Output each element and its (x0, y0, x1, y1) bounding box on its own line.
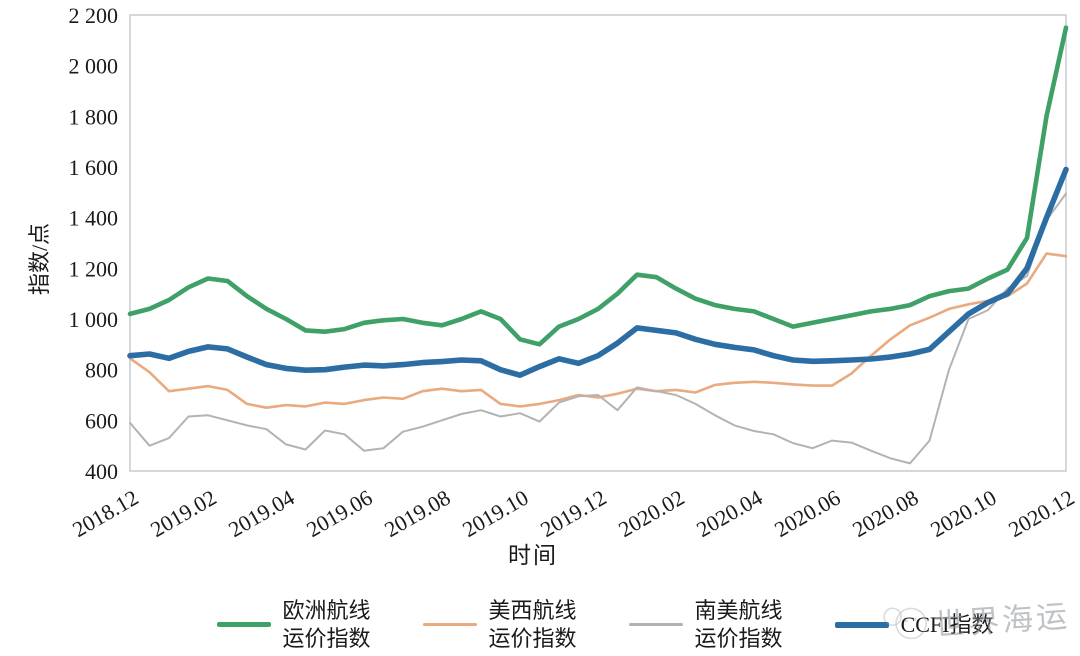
x-axis-tick-label: 2019.02 (146, 485, 220, 542)
x-axis-tick-label: 2019.04 (224, 485, 298, 542)
legend-swatch (628, 623, 683, 626)
legend-label: CCFI指数 (900, 611, 994, 637)
legend: 欧洲航线 运价指数 美西航线 运价指数 南美航线 运价指数 CCFI指数 (140, 597, 1070, 652)
x-axis-tick-label: 2020.06 (770, 485, 844, 542)
y-axis-tick-label: 1 600 (69, 155, 119, 180)
legend-label: 南美航线 运价指数 (694, 598, 783, 651)
legend-label: 欧洲航线 运价指数 (282, 598, 371, 651)
x-axis-title: 时间 (508, 543, 558, 568)
y-axis-tick-label: 2 000 (69, 54, 119, 79)
x-axis-tick-label: 2020.04 (692, 485, 766, 542)
series-line-南美航线运价指数 (129, 192, 1067, 465)
y-axis-tick-label: 2 200 (69, 3, 119, 28)
legend-swatch (422, 623, 477, 626)
series-line-欧洲航线运价指数 (127, 25, 1069, 347)
x-axis-tick-label: 2020.12 (1004, 485, 1078, 542)
y-axis-tick-label: 1 000 (69, 307, 119, 332)
x-axis-tick-label: 2020.08 (848, 485, 922, 542)
x-axis-tick-label: 2019.08 (380, 485, 454, 542)
y-axis-title: 指数/点 (27, 222, 52, 296)
x-axis-tick-label: 2020.10 (926, 485, 1000, 542)
legend-item: 美西航线 运价指数 (422, 597, 577, 652)
y-axis-tick-label: 1 400 (69, 206, 119, 231)
legend-item: CCFI指数 (834, 611, 994, 639)
x-axis-tick-label: 2019.06 (302, 485, 376, 542)
legend-swatch (216, 622, 271, 627)
x-axis-tick-label: 2019.10 (458, 485, 532, 542)
legend-label: 美西航线 运价指数 (488, 598, 577, 651)
y-axis-tick-label: 1 200 (69, 256, 119, 281)
series-line-美西航线运价指数 (128, 252, 1068, 410)
legend-item: 南美航线 运价指数 (628, 597, 783, 652)
legend-item: 欧洲航线 运价指数 (216, 597, 371, 652)
x-axis-tick-label: 2019.12 (536, 485, 610, 542)
y-axis-tick-label: 800 (85, 358, 118, 383)
y-axis-tick-label: 600 (85, 408, 118, 433)
legend-swatch (834, 621, 889, 628)
plot-frame (129, 14, 1067, 472)
y-axis-tick-label: 400 (85, 459, 118, 484)
x-axis-tick-label: 2018.12 (68, 485, 142, 542)
x-axis-tick-label: 2020.02 (614, 485, 688, 542)
series-line-CCFI指数 (127, 166, 1069, 379)
y-axis-tick-label: 1 800 (69, 104, 119, 129)
